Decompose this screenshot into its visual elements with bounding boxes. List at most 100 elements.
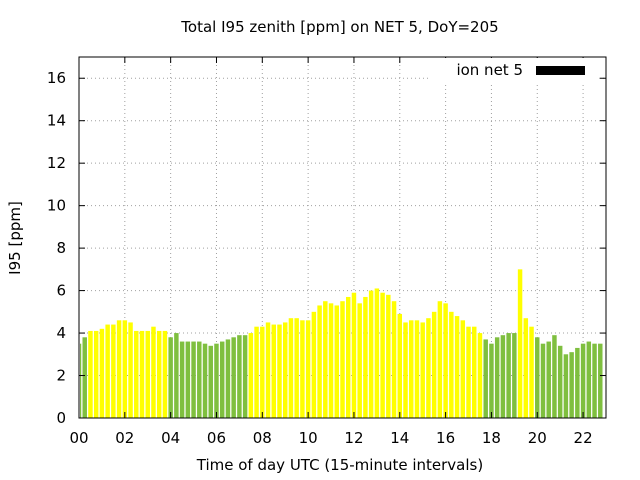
bar: [317, 305, 322, 418]
bar: [300, 320, 305, 418]
y-tick-label: 6: [56, 282, 66, 300]
axis-ticks: [78, 57, 606, 419]
bar: [191, 341, 196, 418]
y-tick-label: 2: [56, 367, 66, 385]
bar: [414, 320, 420, 418]
bar: [546, 341, 551, 418]
x-tick-label: 00: [69, 429, 88, 447]
x-tick-label: 18: [482, 429, 501, 447]
bar: [225, 339, 231, 418]
bar: [517, 269, 523, 418]
bar: [265, 322, 271, 418]
y-tick-label: 8: [56, 239, 66, 257]
bar: [328, 303, 334, 418]
bar: [575, 347, 580, 418]
bar: [282, 322, 288, 418]
bar: [523, 318, 529, 418]
bar: [460, 320, 466, 418]
bar: [179, 341, 185, 418]
bar: [391, 301, 397, 418]
bar: [397, 313, 403, 418]
bar: [386, 294, 391, 418]
bar: [557, 345, 563, 418]
bar: [116, 320, 122, 418]
bar: [139, 330, 145, 418]
bar: [151, 326, 156, 418]
bar: [374, 288, 380, 418]
bar: [512, 333, 517, 418]
x-tick-label: 14: [390, 429, 409, 447]
x-tick-label: 08: [253, 429, 272, 447]
bar: [409, 320, 414, 418]
bar: [563, 354, 569, 418]
bar: [500, 335, 506, 418]
bar: [145, 330, 150, 418]
bar: [535, 337, 540, 418]
bar: [208, 345, 213, 418]
bar: [105, 324, 110, 418]
bar: [277, 324, 282, 418]
bar: [437, 301, 443, 418]
bar: [294, 318, 299, 418]
x-tick-label: 20: [528, 429, 547, 447]
bar: [174, 333, 179, 418]
bar: [254, 326, 259, 418]
bar: [431, 311, 437, 418]
bar: [592, 343, 597, 418]
y-tick-label: 0: [56, 409, 66, 427]
bar: [197, 341, 202, 418]
bar: [168, 337, 173, 418]
bar: [305, 320, 311, 418]
bar: [162, 330, 168, 418]
y-axis-label: I95 [ppm]: [6, 201, 24, 275]
bar: [363, 296, 368, 418]
bar: [288, 318, 294, 418]
y-tick-label: 12: [47, 154, 66, 172]
bar: [489, 343, 494, 418]
bar: [477, 333, 483, 418]
bar: [351, 292, 357, 418]
x-tick-label: 12: [344, 429, 363, 447]
bar: [368, 290, 374, 418]
bar: [580, 343, 586, 418]
y-tick-labels: 0 2 4 6 8 10 12 14 16: [47, 69, 66, 427]
bars-group: [80, 269, 603, 418]
legend: ion net 5: [428, 58, 598, 84]
bar: [586, 341, 592, 418]
bar: [156, 330, 162, 418]
bar: [449, 311, 454, 418]
y-tick-label: 14: [47, 112, 66, 130]
bar: [403, 322, 408, 418]
bar: [472, 326, 477, 418]
bar: [483, 339, 488, 418]
bar: [426, 318, 431, 418]
bar: [80, 343, 82, 418]
x-tick-label: 04: [161, 429, 180, 447]
bar: [380, 292, 385, 418]
bar: [540, 343, 546, 418]
bar: [185, 341, 191, 418]
bar: [242, 335, 248, 418]
bar: [345, 296, 351, 418]
bar: [111, 324, 116, 418]
bar: [323, 301, 328, 418]
x-tick-label: 16: [436, 429, 455, 447]
y-tick-label: 16: [47, 69, 66, 87]
x-tick-label: 22: [574, 429, 593, 447]
legend-label: ion net 5: [456, 61, 523, 79]
bar: [122, 320, 128, 418]
y-tick-label: 10: [47, 197, 66, 215]
bar: [93, 330, 99, 418]
bar: [454, 316, 460, 418]
plot-frame: [78, 56, 607, 419]
legend-swatch: [536, 66, 585, 75]
x-axis-label: Time of day UTC (15-minute intervals): [196, 456, 483, 474]
bar: [128, 322, 133, 418]
bar: [466, 326, 471, 418]
bar: [237, 335, 242, 418]
bar: [271, 324, 276, 418]
x-tick-label: 10: [299, 429, 318, 447]
x-tick-label: 06: [207, 429, 226, 447]
bar: [202, 343, 208, 418]
bar: [134, 330, 139, 418]
